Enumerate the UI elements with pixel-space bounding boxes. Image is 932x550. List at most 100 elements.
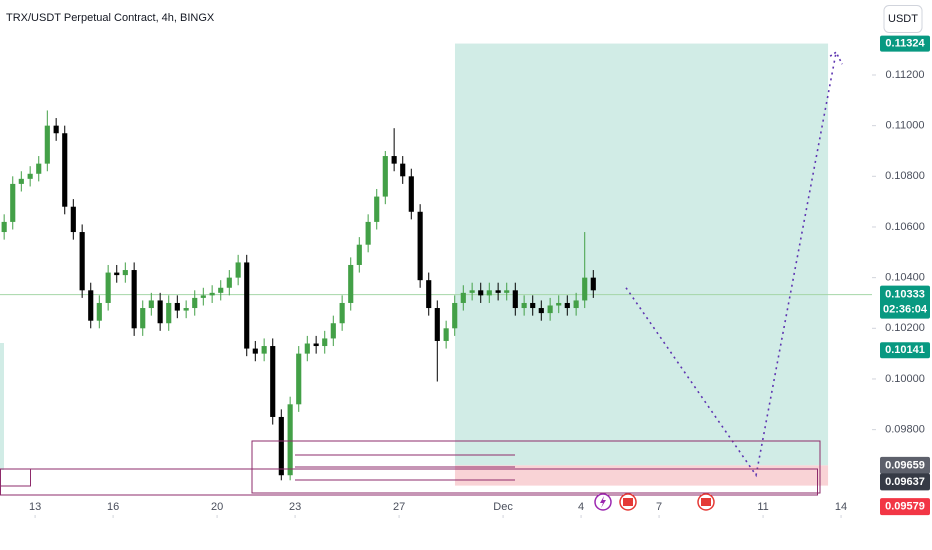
candle-body (304, 343, 310, 354)
candle-body (192, 297, 198, 309)
candle-body (296, 353, 302, 405)
left-zone (0, 343, 4, 470)
event-icon-glyph (623, 498, 633, 506)
candle-body (564, 302, 570, 309)
candle-body (460, 292, 466, 303)
candle-body (235, 262, 241, 278)
candle-body (244, 262, 250, 349)
price-tag (880, 342, 930, 359)
candle-body (582, 277, 588, 301)
y-tick-label: 0.10200 (885, 322, 925, 334)
candle-body (408, 176, 414, 212)
candle-body (36, 163, 42, 174)
y-tick-label: 0.10800 (885, 170, 925, 182)
drawings (0, 440, 821, 496)
candle-body (70, 206, 76, 233)
candle-body (114, 272, 120, 276)
candle-body (521, 302, 527, 309)
candle-body (504, 290, 510, 293)
candle-body (356, 244, 362, 265)
candle-body (270, 346, 276, 417)
candle-body (391, 156, 397, 164)
candle-body (547, 305, 553, 314)
price-tag (880, 473, 930, 491)
candle-body (226, 277, 232, 288)
x-tick-label: 14 (835, 501, 847, 513)
candle-body (339, 302, 345, 324)
candle-body (495, 290, 501, 293)
y-tick-label: 0.10000 (885, 373, 925, 385)
candle-body (96, 302, 102, 321)
x-tick-label: 4 (578, 501, 584, 513)
candle-body (512, 290, 518, 309)
y-tick-label: 0.09800 (885, 424, 925, 436)
candle-body (590, 277, 596, 291)
candle-body (348, 264, 354, 303)
candle-body (330, 323, 336, 339)
candle-body (426, 280, 432, 309)
candle-body (157, 300, 163, 324)
candle-body (573, 300, 579, 309)
y-tick-label: 0.10400 (885, 272, 925, 284)
projection-path (625, 52, 837, 478)
x-tick-label: 13 (29, 501, 41, 513)
x-tick-label: 27 (393, 501, 405, 513)
currency-button[interactable] (883, 5, 923, 33)
candle-body (434, 308, 440, 341)
event-icons (594, 493, 715, 511)
range-box (251, 440, 821, 494)
projection-arrow (829, 51, 843, 65)
candle-body (44, 125, 50, 164)
y-tick-label: 0.10600 (885, 221, 925, 233)
countdown: 02:36:04 (883, 304, 928, 316)
price-tag-label: 0.10333 (885, 289, 925, 301)
price-tag-label: 0.09637 (885, 476, 925, 488)
candle-body (252, 348, 258, 354)
x-tick-label: 16 (107, 501, 119, 513)
price-tag (880, 498, 930, 516)
candle-body (261, 346, 267, 354)
candle-body (131, 270, 137, 329)
candle-body (105, 272, 111, 303)
candle-body (365, 221, 371, 245)
axes: 0.11200 0.11000 0.10800 0.10600 0.10400 0.102… (29, 35, 930, 518)
price-tag-label: 0.11324 (885, 37, 925, 49)
candle-body (486, 290, 492, 296)
candle-body (538, 308, 544, 314)
candle-body (62, 133, 68, 207)
candle-body (417, 211, 423, 281)
candle-body (148, 300, 154, 309)
candle-body (443, 328, 449, 341)
zones (0, 43, 872, 486)
candle-body (200, 295, 206, 298)
candle-body (88, 290, 94, 321)
candle-body (10, 183, 16, 222)
candle-body (313, 343, 319, 347)
candles (1, 51, 843, 481)
price-tag-label: 0.09659 (885, 459, 925, 471)
price-tag-label: 0.10141 (885, 344, 925, 356)
x-tick-label: Dec (493, 501, 513, 513)
loss-zone (454, 465, 829, 486)
candle-body (478, 290, 484, 296)
candle-body (1, 221, 7, 233)
y-tick-label: 0.11200 (886, 69, 925, 81)
candle-body (452, 302, 458, 329)
x-tick-label: 7 (656, 501, 662, 513)
candle-body (53, 125, 59, 134)
price-tag-label: 0.09579 (885, 501, 925, 513)
price-tag (880, 456, 930, 474)
event-icon-glyph (701, 498, 711, 506)
candle-body (166, 302, 172, 324)
price-tag (880, 285, 930, 319)
x-tick-label: 20 (211, 501, 223, 513)
candle-body (122, 270, 128, 276)
candle-body (556, 302, 562, 306)
chart-title: TRX/USDT Perpetual Contract, 4h, BINGX (6, 12, 215, 24)
x-tick-label: 11 (757, 501, 768, 513)
candle-body (400, 163, 406, 177)
event-icon-glyph (600, 496, 606, 508)
candle-body (183, 308, 189, 311)
